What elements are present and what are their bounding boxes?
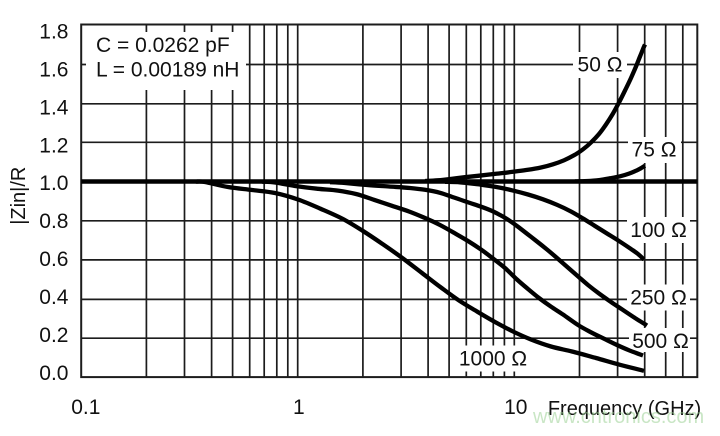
svg-text:0.8: 0.8 xyxy=(39,210,68,233)
svg-text:50 Ω: 50 Ω xyxy=(578,54,623,77)
svg-text:1.8: 1.8 xyxy=(39,21,68,44)
svg-text:|Zin|/R: |Zin|/R xyxy=(8,167,30,225)
svg-text:10: 10 xyxy=(504,396,527,419)
svg-text:1: 1 xyxy=(293,396,305,419)
svg-text:1.4: 1.4 xyxy=(39,96,69,119)
svg-text:0.2: 0.2 xyxy=(39,324,68,347)
svg-text:75 Ω: 75 Ω xyxy=(632,139,677,162)
svg-text:0.0: 0.0 xyxy=(39,362,68,385)
svg-text:0.4: 0.4 xyxy=(39,286,69,309)
svg-text:500 Ω: 500 Ω xyxy=(632,330,689,353)
svg-text:C = 0.0262 pF: C = 0.0262 pF xyxy=(96,34,230,57)
svg-text:0.6: 0.6 xyxy=(39,248,68,271)
svg-text:www.cntronics.com: www.cntronics.com xyxy=(532,406,704,428)
svg-text:250 Ω: 250 Ω xyxy=(630,287,687,310)
svg-text:L = 0.00189 nH: L = 0.00189 nH xyxy=(96,59,239,82)
svg-text:1000 Ω: 1000 Ω xyxy=(459,348,527,371)
svg-text:0.1: 0.1 xyxy=(71,396,100,419)
svg-text:Frequency (GHz): Frequency (GHz) xyxy=(548,398,701,420)
svg-text:1.6: 1.6 xyxy=(39,58,68,81)
svg-text:1.0: 1.0 xyxy=(39,172,68,195)
svg-text:1.2: 1.2 xyxy=(39,134,68,157)
svg-text:100 Ω: 100 Ω xyxy=(630,219,687,242)
